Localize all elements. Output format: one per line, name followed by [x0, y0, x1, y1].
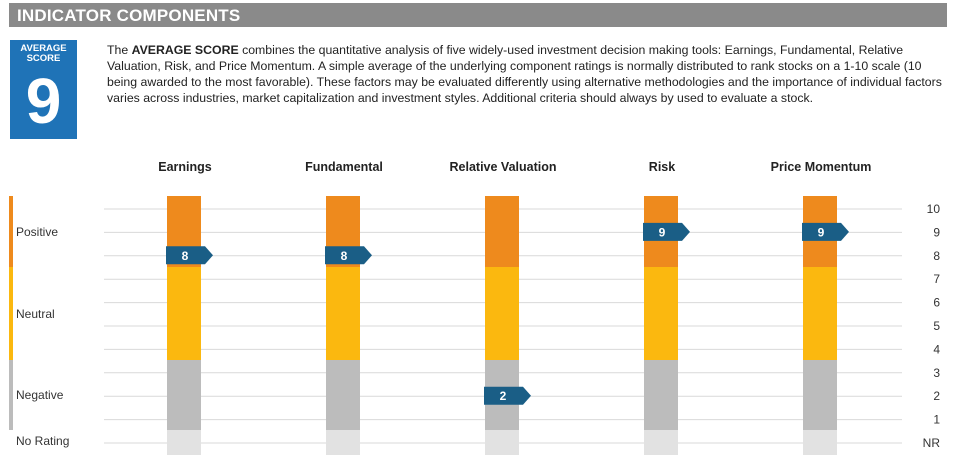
category-label: Earnings: [158, 160, 212, 174]
average-score-badge: AVERAGE SCORE 9: [10, 40, 77, 139]
bar-negative-segment: [167, 360, 201, 430]
band-strip-neutral: [9, 267, 13, 360]
bar-neutral-segment: [644, 267, 678, 360]
bar-neutral-segment: [326, 267, 360, 360]
score-marker: [643, 222, 690, 241]
score-marker-label: 9: [818, 225, 825, 239]
category-label: Relative Valuation: [450, 160, 557, 174]
bar-neutral-segment: [485, 267, 519, 360]
y-tick-label: 4: [933, 342, 940, 356]
description-emphasis: AVERAGE SCORE: [131, 43, 239, 57]
band-strip-positive: [9, 196, 13, 267]
y-tick-label: 10: [927, 202, 941, 216]
bar-negative-segment: [803, 360, 837, 430]
y-tick-label: 9: [933, 225, 940, 239]
category-label: Price Momentum: [771, 160, 872, 174]
bar-no-rating-segment: [803, 430, 837, 455]
category-label: Fundamental: [305, 160, 383, 174]
description-text: combines the quantitative analysis of fi…: [107, 43, 942, 105]
band-label-neutral: Neutral: [16, 307, 55, 321]
section-title: INDICATOR COMPONENTS: [17, 6, 241, 25]
score-marker-label: 9: [659, 225, 666, 239]
y-tick-label: 1: [933, 413, 940, 427]
description-paragraph: The AVERAGE SCORE combines the quantitat…: [107, 42, 947, 106]
bar-negative-segment: [326, 360, 360, 430]
band-label-negative: Negative: [16, 388, 64, 402]
score-marker-label: 8: [341, 249, 348, 263]
score-marker: [802, 222, 849, 241]
bar-neutral-segment: [803, 267, 837, 360]
y-tick-label: 8: [933, 249, 940, 263]
badge-score-value: 9: [25, 65, 62, 137]
y-tick-label: 5: [933, 319, 940, 333]
description-prefix: The: [107, 43, 132, 57]
y-tick-label: 3: [933, 366, 940, 380]
band-strip-negative: [9, 360, 13, 430]
y-tick-label: 6: [933, 296, 940, 310]
y-tick-label: 7: [933, 272, 940, 286]
badge-label: AVERAGE SCORE: [20, 43, 67, 64]
score-marker-label: 2: [500, 389, 507, 403]
bar-neutral-segment: [167, 267, 201, 360]
band-label-positive: Positive: [16, 225, 58, 239]
bar-no-rating-segment: [326, 430, 360, 455]
bar-no-rating-segment: [167, 430, 201, 455]
section-header: INDICATOR COMPONENTS: [9, 3, 947, 27]
y-tick-label: NR: [923, 436, 941, 450]
score-marker: [166, 246, 213, 265]
y-tick-label: 2: [933, 389, 940, 403]
bar-positive-segment: [485, 196, 519, 267]
category-label: Risk: [649, 160, 675, 174]
bar-negative-segment: [644, 360, 678, 430]
score-marker: [325, 246, 372, 265]
bar-no-rating-segment: [644, 430, 678, 455]
band-label-no-rating: No Rating: [16, 434, 69, 448]
score-marker-label: 8: [182, 249, 189, 263]
bar-no-rating-segment: [485, 430, 519, 455]
score-marker: [484, 386, 531, 405]
